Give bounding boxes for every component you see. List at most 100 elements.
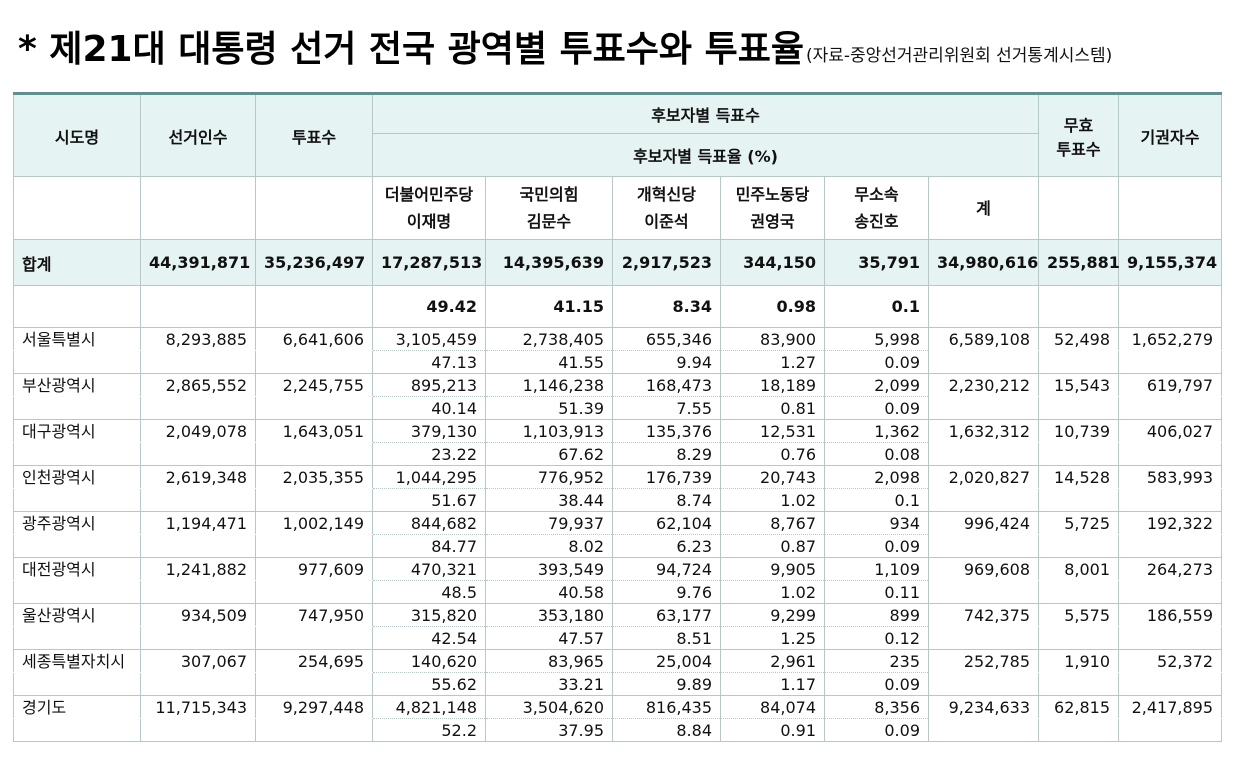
candidate-votes-cell: 315,820	[372, 603, 486, 627]
candidate-votes-cell: 899	[824, 603, 929, 627]
candidate-votes-cell: 2,738,405	[485, 327, 613, 351]
electors-cell: 934,509	[140, 603, 256, 627]
candidate-rate-cell: 0.98	[720, 285, 825, 328]
candidate-rate-cell: 0.09	[824, 534, 929, 558]
candidate-rate-cell: 0.91	[720, 718, 825, 742]
candidate-votes-cell: 83,965	[485, 649, 613, 673]
candidate-rate-cell: 40.14	[372, 396, 486, 420]
row-name: 부산광역시	[13, 373, 141, 397]
votes-cell: 2,245,755	[255, 373, 373, 397]
candidate-rate-cell: 0.87	[720, 534, 825, 558]
candidate-rate-cell: 0.08	[824, 442, 929, 466]
invalid-cell: 5,725	[1038, 511, 1119, 535]
row-name: 경기도	[13, 695, 141, 719]
electors-cell: 1,194,471	[140, 511, 256, 535]
candidate-votes-cell: 3,504,620	[485, 695, 613, 719]
table-row-pct: 47.13 41.55 9.94 1.27 0.09	[13, 350, 1222, 374]
table-row: 서울특별시 8,293,885 6,641,606 3,105,459 2,738,40…	[13, 327, 1222, 351]
candidate-votes-cell: 379,130	[372, 419, 486, 443]
candidate-rate-cell: 51.39	[485, 396, 613, 420]
candidate-votes-cell: 4,821,148	[372, 695, 486, 719]
invalid-cell: 1,910	[1038, 649, 1119, 673]
invalid-cell: 255,881	[1038, 239, 1120, 286]
candidate-votes-cell: 1,146,238	[485, 373, 613, 397]
party-header-0: 더불어민주당 이재명	[372, 176, 486, 240]
table-row: 대전광역시 1,241,882 977,609 470,321 393,549 94,72…	[13, 557, 1222, 581]
row-name: 서울특별시	[13, 327, 141, 351]
party-header-1: 국민의힘 김문수	[485, 176, 613, 240]
candidate-votes-cell: 9,299	[720, 603, 825, 627]
candidate-rate-cell: 8.34	[612, 285, 721, 328]
candidate-votes-cell: 344,150	[720, 239, 825, 286]
header-candidate-votes: 후보자별 득표수	[372, 92, 1039, 134]
electors-cell: 2,049,078	[140, 419, 256, 443]
party-header-3: 민주노동당 권영국	[720, 176, 825, 240]
candidate-rate-cell: 0.09	[824, 672, 929, 696]
electors-cell: 8,293,885	[140, 327, 256, 351]
header-candidate-rate: 후보자별 득표율 (%)	[372, 133, 1039, 177]
header-invalid: 무효 투표수	[1038, 92, 1119, 177]
table-row: 인천광역시 2,619,348 2,035,355 1,044,295 776,952 1…	[13, 465, 1222, 489]
candidate-rate-cell: 0.1	[824, 488, 929, 512]
candidate-votes-cell: 1,103,913	[485, 419, 613, 443]
sum-cell: 2,020,827	[928, 465, 1039, 489]
candidate-rate-cell: 55.62	[372, 672, 486, 696]
candidate-rate-cell: 0.76	[720, 442, 825, 466]
sum-cell: 1,632,312	[928, 419, 1039, 443]
invalid-cell: 14,528	[1038, 465, 1119, 489]
candidate-votes-cell: 934	[824, 511, 929, 535]
candidate-votes-cell: 844,682	[372, 511, 486, 535]
table-row-pct: 55.62 33.21 9.89 1.17 0.09	[13, 672, 1222, 696]
table-row-total: 합계 44,391,871 35,236,497 17,287,513 14,395,6…	[13, 239, 1222, 286]
candidate-rate-cell: 38.44	[485, 488, 613, 512]
candidate-rate-cell: 0.09	[824, 350, 929, 374]
header-region: 시도명	[13, 92, 141, 177]
candidate-rate-cell: 52.2	[372, 718, 486, 742]
candidate-votes-cell: 8,767	[720, 511, 825, 535]
sum-cell: 996,424	[928, 511, 1039, 535]
votes-cell: 977,609	[255, 557, 373, 581]
sum-cell: 969,608	[928, 557, 1039, 581]
abstain-cell: 264,273	[1118, 557, 1222, 581]
table-body: 합계 44,391,871 35,236,497 17,287,513 14,395,6…	[13, 239, 1222, 742]
candidate-votes-cell: 176,739	[612, 465, 721, 489]
header-votes: 투표수	[255, 92, 373, 177]
candidate-rate-cell: 67.62	[485, 442, 613, 466]
candidate-rate-cell: 9.94	[612, 350, 721, 374]
candidate-rate-cell: 8.02	[485, 534, 613, 558]
votes-cell: 2,035,355	[255, 465, 373, 489]
abstain-cell: 1,652,279	[1118, 327, 1222, 351]
candidate-rate-cell: 1.27	[720, 350, 825, 374]
votes-cell: 254,695	[255, 649, 373, 673]
candidate-rate-cell: 41.15	[485, 285, 613, 328]
candidate-rate-cell: 47.13	[372, 350, 486, 374]
row-name: 인천광역시	[13, 465, 141, 489]
candidate-votes-cell: 2,098	[824, 465, 929, 489]
electors-cell: 2,619,348	[140, 465, 256, 489]
row-name: 대전광역시	[13, 557, 141, 581]
table-row-pct: 42.54 47.57 8.51 1.25 0.12	[13, 626, 1222, 650]
candidate-rate-cell: 84.77	[372, 534, 486, 558]
candidate-votes-cell: 816,435	[612, 695, 721, 719]
row-name: 울산광역시	[13, 603, 141, 627]
party-header-4: 무소속 송진호	[824, 176, 929, 240]
candidate-votes-cell: 353,180	[485, 603, 613, 627]
candidate-rate-cell: 1.02	[720, 488, 825, 512]
party-header-row: 더불어민주당 이재명 국민의힘 김문수 개혁신당 이준석 민주노동당 권영국 무소속 송진호 계	[13, 176, 1222, 240]
candidate-votes-cell: 2,917,523	[612, 239, 721, 286]
candidate-rate-cell: 33.21	[485, 672, 613, 696]
candidate-rate-cell: 0.09	[824, 718, 929, 742]
abstain-cell: 2,417,895	[1118, 695, 1222, 719]
invalid-cell: 52,498	[1038, 327, 1119, 351]
row-name: 세종특별자치시	[13, 649, 141, 673]
invalid-cell: 8,001	[1038, 557, 1119, 581]
candidate-votes-cell: 14,395,639	[485, 239, 613, 286]
table-row-total-pct: 49.42 41.15 8.34 0.98 0.1	[13, 285, 1222, 328]
candidate-votes-cell: 5,998	[824, 327, 929, 351]
table-row-pct: 40.14 51.39 7.55 0.81 0.09	[13, 396, 1222, 420]
abstain-cell: 583,993	[1118, 465, 1222, 489]
table-row: 울산광역시 934,509 747,950 315,820 353,180 63,177 9…	[13, 603, 1222, 627]
candidate-rate-cell: 0.81	[720, 396, 825, 420]
table-row-pct: 23.22 67.62 8.29 0.76 0.08	[13, 442, 1222, 466]
candidate-votes-cell: 470,321	[372, 557, 486, 581]
